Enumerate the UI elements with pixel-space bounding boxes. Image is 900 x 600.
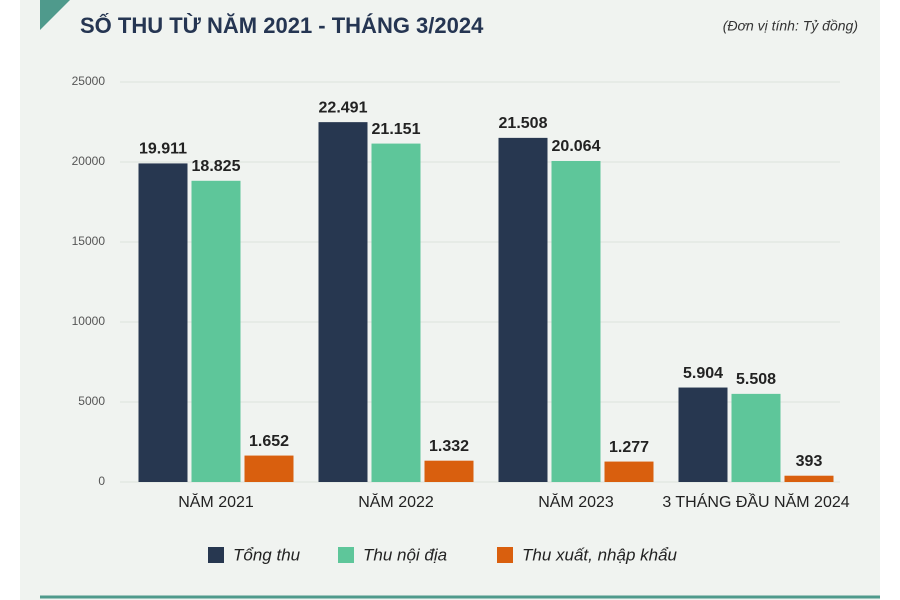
legend-label: Thu xuất, nhập khẩu [522, 545, 678, 564]
value-label: 21.151 [372, 121, 421, 138]
bar [424, 460, 474, 482]
unit-note: (Đơn vị tính: Tỷ đồng) [723, 18, 858, 34]
value-label: 1.652 [249, 433, 289, 450]
y-tick-label: 25000 [72, 74, 106, 88]
bar [784, 475, 834, 482]
decoration [40, 0, 70, 30]
chart-title: SỐ THU TỪ NĂM 2021 - THÁNG 3/2024 [80, 12, 484, 38]
bar [498, 137, 548, 482]
value-label: 21.508 [499, 115, 548, 132]
y-tick-label: 15000 [72, 234, 106, 248]
bar [318, 122, 368, 483]
y-tick-label: 0 [98, 474, 105, 488]
bar [138, 163, 188, 482]
y-tick-label: 5000 [78, 394, 105, 408]
value-label: 1.277 [609, 439, 649, 456]
bar [371, 143, 421, 483]
legend-swatch [338, 547, 354, 563]
value-label: 18.825 [192, 158, 241, 175]
value-label: 19.911 [139, 141, 187, 158]
value-label: 5.508 [736, 371, 776, 388]
x-tick-label: NĂM 2023 [538, 492, 614, 511]
legend-swatch [208, 547, 224, 563]
bar [191, 180, 241, 483]
legend-swatch [497, 547, 513, 563]
legend-label: Tổng thu [233, 545, 301, 564]
bar [244, 455, 294, 482]
value-label: 22.491 [319, 99, 368, 116]
bar [604, 461, 654, 482]
x-tick-label: NĂM 2021 [178, 492, 254, 511]
bar [678, 387, 728, 482]
x-tick-label: 3 THÁNG ĐẦU NĂM 2024 [662, 492, 849, 511]
legend-label: Thu nội địa [363, 545, 447, 564]
y-tick-label: 20000 [72, 154, 106, 168]
value-label: 20.064 [552, 138, 601, 155]
bar [731, 393, 781, 482]
value-label: 5.904 [683, 365, 723, 382]
value-label: 1.332 [429, 438, 469, 455]
bar [551, 160, 601, 482]
y-tick-label: 10000 [72, 314, 106, 328]
x-tick-label: NĂM 2022 [358, 492, 434, 511]
value-label: 393 [796, 453, 823, 470]
